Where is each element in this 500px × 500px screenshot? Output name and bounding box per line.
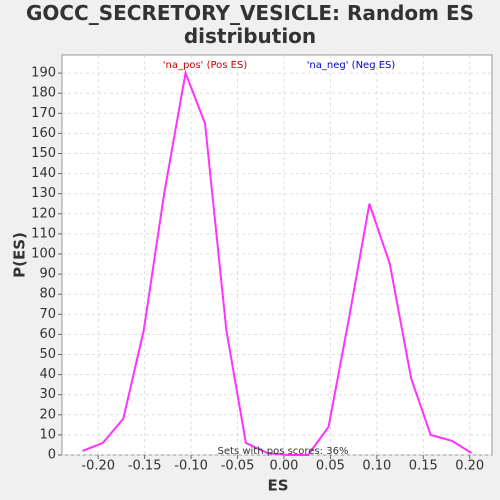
x-tick-label: 0.20 (455, 459, 484, 474)
x-tick-label: 0.05 (316, 459, 345, 474)
line-series (82, 69, 473, 456)
y-tick-label: 70 (39, 307, 56, 322)
y-tick-label: 120 (31, 206, 56, 221)
x-tick-label: -0.15 (128, 459, 162, 474)
y-tick-label: 60 (39, 327, 56, 342)
y-tick-label: 30 (39, 387, 56, 402)
y-tick-label: 110 (31, 226, 56, 241)
plot-area (61, 54, 493, 456)
annotation: 'na_neg' (Neg ES) (307, 60, 396, 71)
x-tick-label: -0.10 (174, 459, 208, 474)
y-tick-label: 90 (39, 267, 56, 282)
y-tick-label: 160 (31, 126, 56, 141)
y-tick-label: 150 (31, 146, 56, 161)
y-tick-label: 0 (48, 448, 56, 463)
y-tick-label: 20 (39, 407, 56, 422)
y-tick-label: 130 (31, 186, 56, 201)
y-tick-label: 190 (31, 66, 56, 81)
x-tick-label: -0.05 (221, 459, 255, 474)
x-axis-label: ES (267, 477, 288, 495)
annotation: 'na_pos' (Pos ES) (163, 60, 248, 71)
y-tick-label: 10 (39, 427, 56, 442)
x-tick-label: 0.00 (269, 459, 298, 474)
y-axis-label: P(ES) (11, 232, 29, 278)
y-tick-label: 80 (39, 287, 56, 302)
y-tick-label: 140 (31, 166, 56, 181)
y-tick-label: 180 (31, 86, 56, 101)
y-tick-label: 50 (39, 347, 56, 362)
y-tick-label: 170 (31, 106, 56, 121)
chart-title: GOCC_SECRETORY_VESICLE: Random ES distrib… (26, 1, 474, 48)
y-tick-label: 40 (39, 367, 56, 382)
x-tick-label: 0.15 (409, 459, 438, 474)
x-tick-label: -0.20 (81, 459, 115, 474)
x-tick-label: 0.10 (362, 459, 391, 474)
annotation: Sets with pos scores: 36% (218, 446, 349, 457)
y-tick-label: 100 (31, 246, 56, 261)
